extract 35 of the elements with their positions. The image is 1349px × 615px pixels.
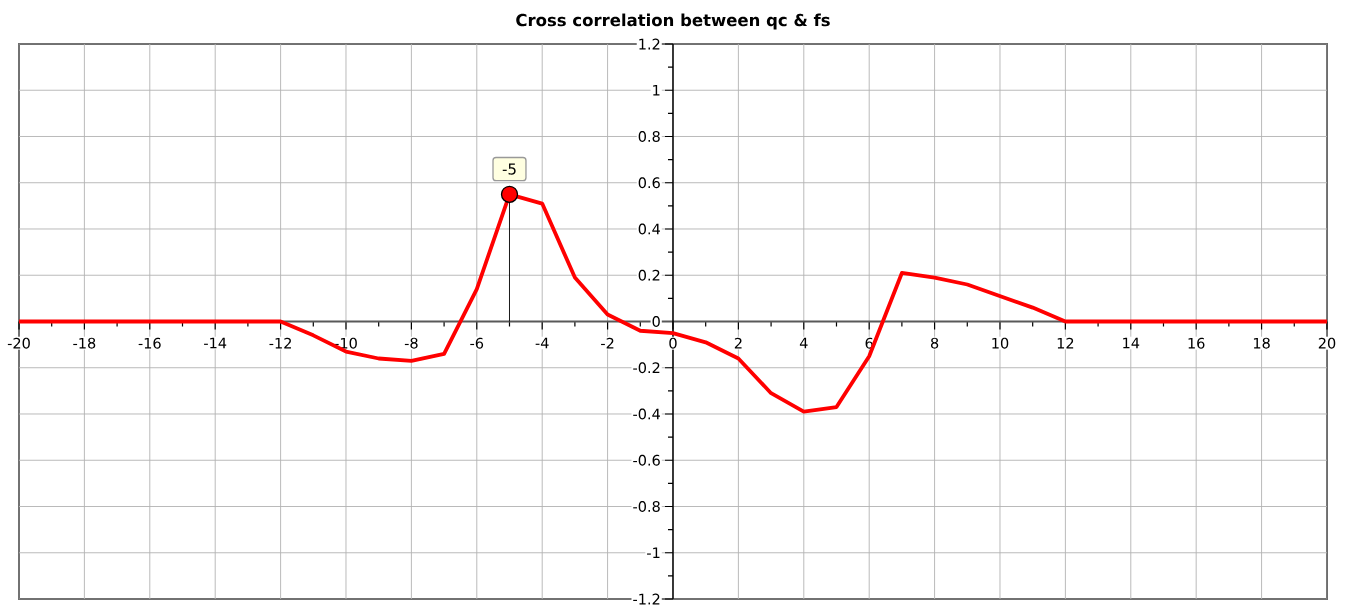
- x-tick-label: -20: [7, 337, 30, 349]
- x-tick-label: 2: [734, 337, 742, 349]
- y-tick-label: -0.4: [633, 408, 660, 420]
- x-tick-label: -8: [404, 337, 418, 349]
- chart-title: Cross correlation between qc & fs: [516, 13, 830, 30]
- x-tick-label: -4: [535, 337, 549, 349]
- x-tick-label: -12: [269, 337, 291, 349]
- x-tick-label: 18: [1253, 337, 1270, 349]
- y-tick-label: -1: [647, 547, 660, 559]
- y-tick-label: -0.6: [633, 454, 660, 466]
- x-tick-label: -10: [334, 337, 357, 349]
- x-tick-label: -18: [73, 337, 96, 349]
- x-tick-label: 10: [992, 337, 1009, 349]
- y-tick-label: 0.4: [638, 223, 660, 235]
- x-tick-label: -16: [138, 337, 161, 349]
- y-tick-label: 0.6: [638, 177, 660, 189]
- x-tick-label: -14: [204, 337, 227, 349]
- y-tick-label: -1.2: [633, 593, 660, 605]
- y-tick-label: 0.8: [638, 131, 660, 142]
- x-tick-label: 8: [930, 337, 939, 349]
- x-tick-label: 4: [799, 337, 808, 349]
- y-tick-label: 0.2: [638, 269, 660, 281]
- y-tick-label: 1: [653, 84, 660, 96]
- x-tick-label: -2: [601, 337, 614, 349]
- y-tick-label: 1.2: [639, 38, 660, 50]
- y-tick-label: -0.2: [633, 362, 660, 374]
- x-tick-label: 20: [1318, 337, 1336, 349]
- annotation: -5: [502, 163, 516, 175]
- x-tick-label: 16: [1188, 337, 1205, 349]
- x-tick-label: 14: [1123, 337, 1140, 349]
- x-tick-label: 0: [669, 337, 677, 349]
- x-tick-label: -6: [470, 337, 484, 349]
- x-tick-label: 12: [1057, 337, 1074, 349]
- y-tick-label: -0.8: [633, 501, 660, 512]
- y-tick-label: 0: [652, 316, 660, 327]
